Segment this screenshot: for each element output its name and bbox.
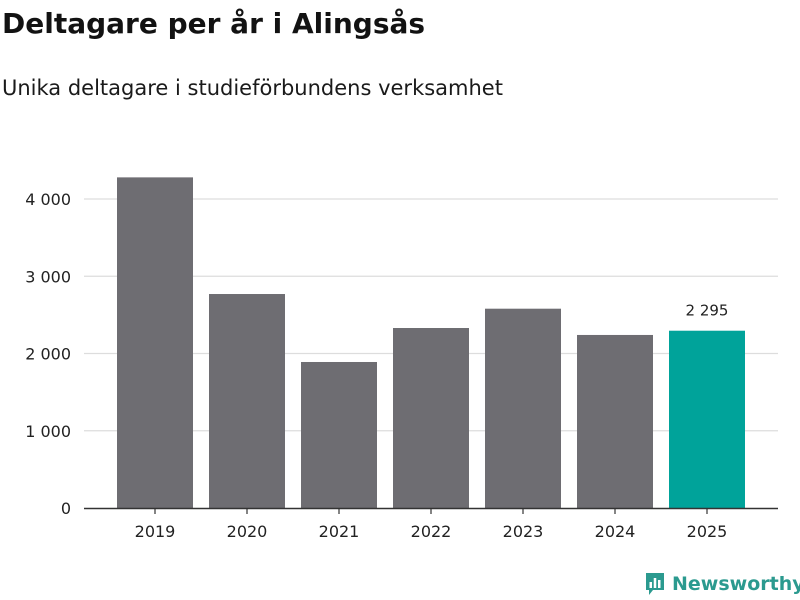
chart-subtitle: Unika deltagare i studieförbundens verks…: [2, 76, 503, 100]
bar-2024: [577, 334, 653, 508]
y-tick-label: 0: [61, 499, 71, 518]
x-tick-label: 2019: [135, 522, 176, 541]
x-tick-label: 2025: [687, 522, 728, 541]
x-tick-label: 2021: [319, 522, 360, 541]
bar-2022: [393, 328, 469, 508]
data-label: 2 295: [686, 302, 729, 320]
bar-chart-speech-bubble-icon: [646, 573, 664, 595]
y-tick-label: 4 000: [25, 190, 71, 209]
newsworthy-logo: Newsworthy: [644, 570, 800, 598]
y-tick-label: 2 000: [25, 345, 71, 364]
x-tick-label: 2024: [595, 522, 636, 541]
y-tick-label: 1 000: [25, 422, 71, 441]
chart-title: Deltagare per år i Alingsås: [2, 7, 426, 40]
bar-2025: [669, 330, 745, 508]
bar-2019: [117, 177, 193, 508]
y-tick-label: 3 000: [25, 267, 71, 286]
x-tick-label: 2022: [411, 522, 452, 541]
bar-2020: [209, 294, 285, 508]
bar-2023: [485, 308, 561, 508]
x-tick-label: 2020: [227, 522, 268, 541]
brand-name: Newsworthy: [672, 573, 800, 595]
bar-2021: [301, 361, 377, 508]
x-tick-label: 2023: [503, 522, 544, 541]
